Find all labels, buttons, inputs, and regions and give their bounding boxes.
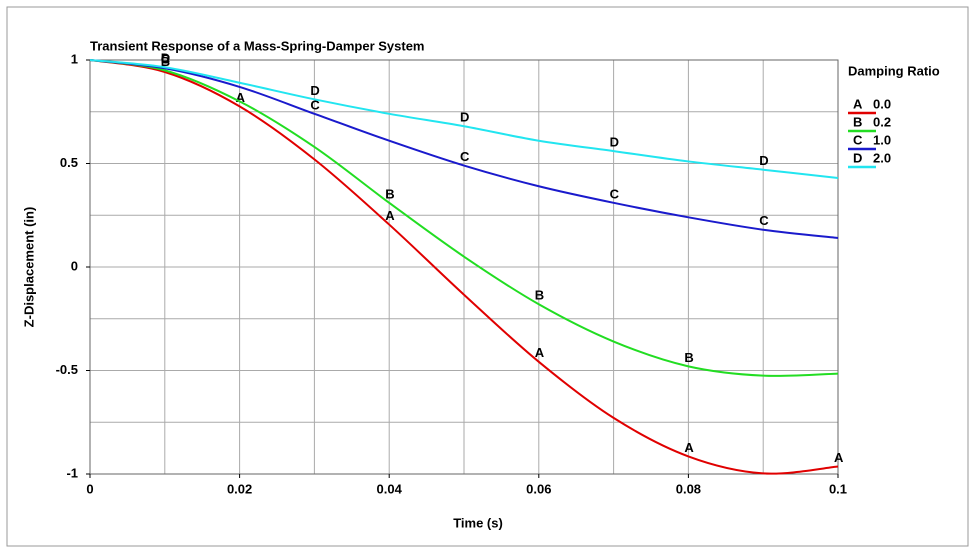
curve-label: B	[385, 186, 394, 201]
curve-label: D	[310, 83, 319, 98]
curve-label: B	[161, 54, 170, 69]
legend-symbol: C	[853, 132, 863, 147]
x-tick-label: 0.02	[227, 481, 252, 496]
curve-label: B	[684, 350, 693, 365]
legend-symbol: B	[853, 114, 862, 129]
legend-label: 0.2	[873, 114, 891, 129]
x-tick-label: 0	[86, 481, 93, 496]
curve-label: A	[834, 450, 844, 465]
curve-label: C	[460, 149, 470, 164]
series-line	[89, 59, 839, 240]
series-line	[89, 59, 839, 179]
series-line	[89, 59, 839, 475]
curve-label: C	[759, 213, 769, 228]
y-axis-label: Z-Displacement (in)	[21, 207, 36, 328]
series-line	[89, 59, 839, 377]
legend-symbol: D	[853, 150, 862, 165]
y-tick-label: 0.5	[60, 155, 78, 170]
x-tick-label: 0.1	[829, 481, 847, 496]
chart-title: Transient Response of a Mass-Spring-Damp…	[90, 38, 424, 53]
curve-label: D	[759, 153, 768, 168]
curve-label: A	[236, 90, 246, 105]
x-tick-label: 0.08	[676, 481, 701, 496]
y-tick-label: 1	[71, 51, 78, 66]
frame	[6, 6, 969, 547]
curve-label: D	[610, 135, 619, 150]
legend-label: 2.0	[873, 150, 891, 165]
y-tick-label: -1	[66, 465, 78, 480]
curve-label: A	[535, 345, 545, 360]
curve-label: C	[161, 52, 171, 67]
curve-label: A	[684, 440, 694, 455]
curve-label: C	[610, 186, 620, 201]
y-tick-label: 0	[71, 258, 78, 273]
x-axis-label: Time (s)	[453, 515, 503, 530]
x-tick-label: 0.06	[526, 481, 551, 496]
y-tick-label: -0.5	[56, 362, 78, 377]
legend-label: 0.0	[873, 96, 891, 111]
x-tick-label: 0.04	[377, 481, 403, 496]
legend-label: 1.0	[873, 132, 891, 147]
curve-label: A	[385, 208, 395, 223]
curve-label: D	[161, 51, 170, 66]
legend-title: Damping Ratio	[848, 63, 940, 78]
curve-label: B	[535, 288, 544, 303]
curve-label: D	[460, 110, 469, 125]
curve-label: C	[310, 97, 320, 112]
legend-symbol: A	[853, 96, 863, 111]
